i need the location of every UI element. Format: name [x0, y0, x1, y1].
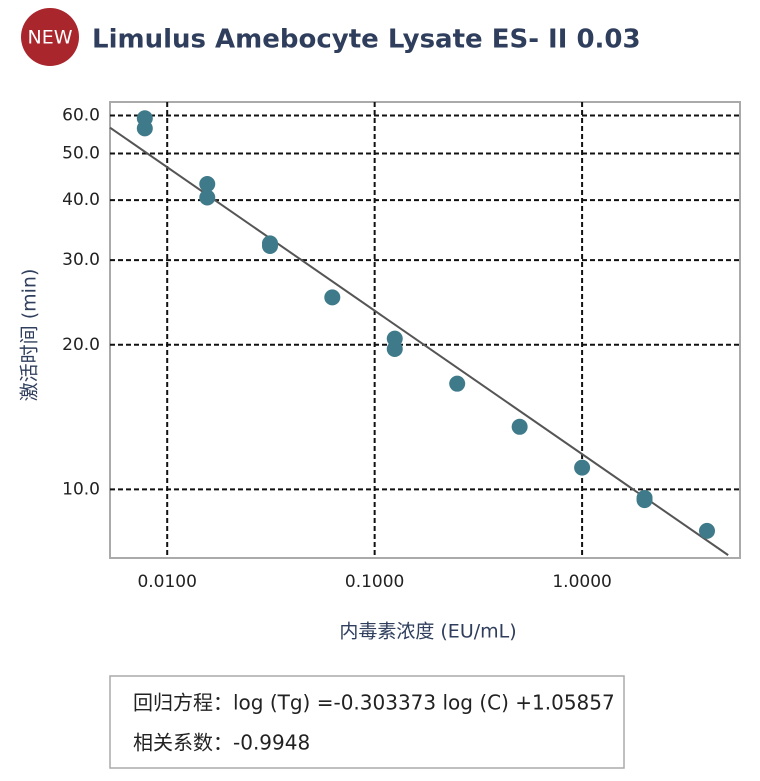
x-axis-label: 内毒素浓度 (EU/mL) — [339, 621, 516, 643]
point — [636, 492, 653, 509]
point — [698, 522, 715, 539]
badge-circle — [21, 8, 79, 66]
equation-box — [109, 675, 625, 769]
x-tick-label: 0.0100 — [137, 572, 196, 592]
badge: NEW — [27, 27, 72, 49]
point — [199, 189, 216, 206]
y-tick-label: 30.0 — [62, 250, 100, 270]
y-tick-label: 50.0 — [62, 144, 100, 164]
x-tick-label: 0.1000 — [345, 572, 404, 592]
point — [199, 176, 216, 193]
chart-title: Limulus Amebocyte Lysate ES- II 0.03 — [92, 25, 641, 55]
y-tick-label: 10.0 — [62, 479, 100, 499]
y-tick-label: 20.0 — [62, 335, 100, 355]
x-tick-label: 1.0000 — [552, 572, 611, 592]
equation: 回归方程：log (Tg) =-0.303373 log (C) +1.0585… — [133, 691, 615, 715]
point — [449, 375, 466, 392]
y-tick-label: 40.0 — [62, 190, 100, 210]
plot-frame — [109, 101, 741, 559]
correlation: 相关系数：-0.9948 — [133, 731, 310, 755]
point — [324, 289, 341, 306]
point — [386, 340, 403, 357]
point — [261, 238, 278, 255]
point — [574, 459, 591, 476]
y-tick-label: 60.0 — [62, 105, 100, 125]
point — [136, 120, 153, 137]
y-axis-label: 激活时间 (min) — [19, 269, 41, 402]
point — [511, 418, 528, 435]
